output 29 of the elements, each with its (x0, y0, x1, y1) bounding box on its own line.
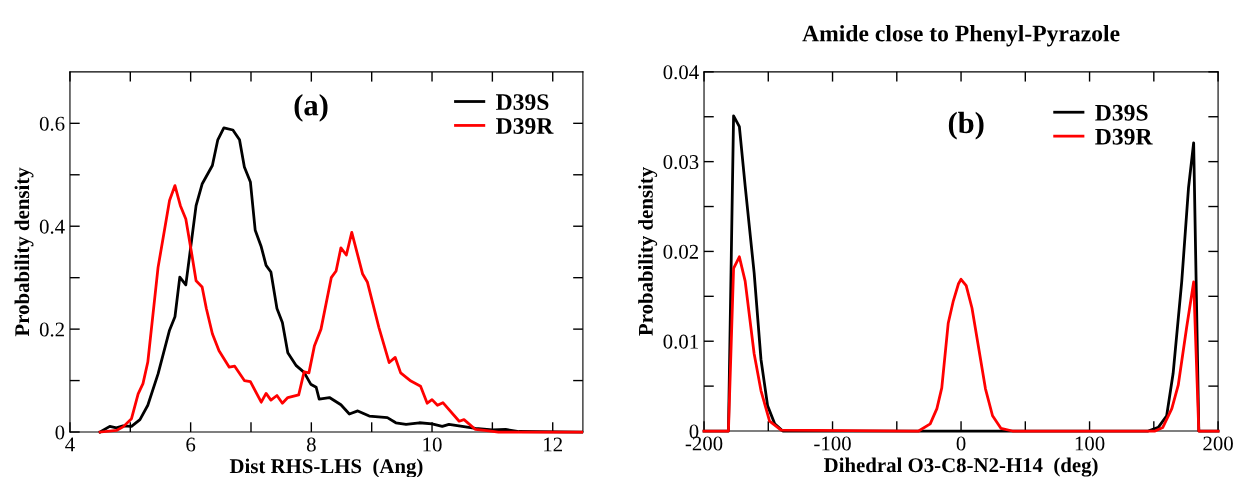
x-tick-label: 10 (423, 437, 442, 452)
y-tick-label: 0.03 (663, 155, 699, 170)
legend-label: D39R (496, 118, 554, 134)
x-axis-title: Dihedral O3-C8-N2-H14 (deg) (824, 457, 1098, 477)
legend-label: D39S (1095, 104, 1148, 121)
x-tick-label: 0 (956, 436, 966, 451)
x-tick-label: 200 (1203, 436, 1233, 451)
x-tick-label: 12 (544, 437, 562, 452)
legend-label: D39R (1095, 128, 1153, 145)
legend-label: D39S (496, 94, 549, 111)
y-axis-title: Probability density (14, 167, 34, 337)
y-tick-label: 0.02 (663, 244, 699, 259)
x-axis-title: Dist RHS-LHS (Ang) (229, 458, 423, 477)
annotation: (a) (294, 94, 328, 122)
chart-title: Amide close to Phenyl-Pyrazole (802, 24, 1120, 47)
annotation: (b) (948, 111, 984, 140)
x-tick-label: 100 (1075, 436, 1105, 451)
x-tick-label: 4 (65, 437, 75, 452)
y-tick-label: 0.2 (39, 322, 64, 337)
x-tick-label: 6 (186, 437, 196, 452)
x-tick-label: -100 (814, 436, 851, 451)
line-series (98, 184, 584, 434)
y-axis-title: Probability density (638, 167, 658, 336)
y-tick-label: 0.6 (39, 116, 65, 131)
y-tick-label: 0.04 (663, 65, 699, 80)
y-tick-label: 0 (55, 425, 65, 440)
y-tick-label: 0.4 (39, 219, 65, 234)
x-tick-label: 8 (306, 437, 316, 452)
y-tick-label: 0.01 (663, 334, 698, 349)
